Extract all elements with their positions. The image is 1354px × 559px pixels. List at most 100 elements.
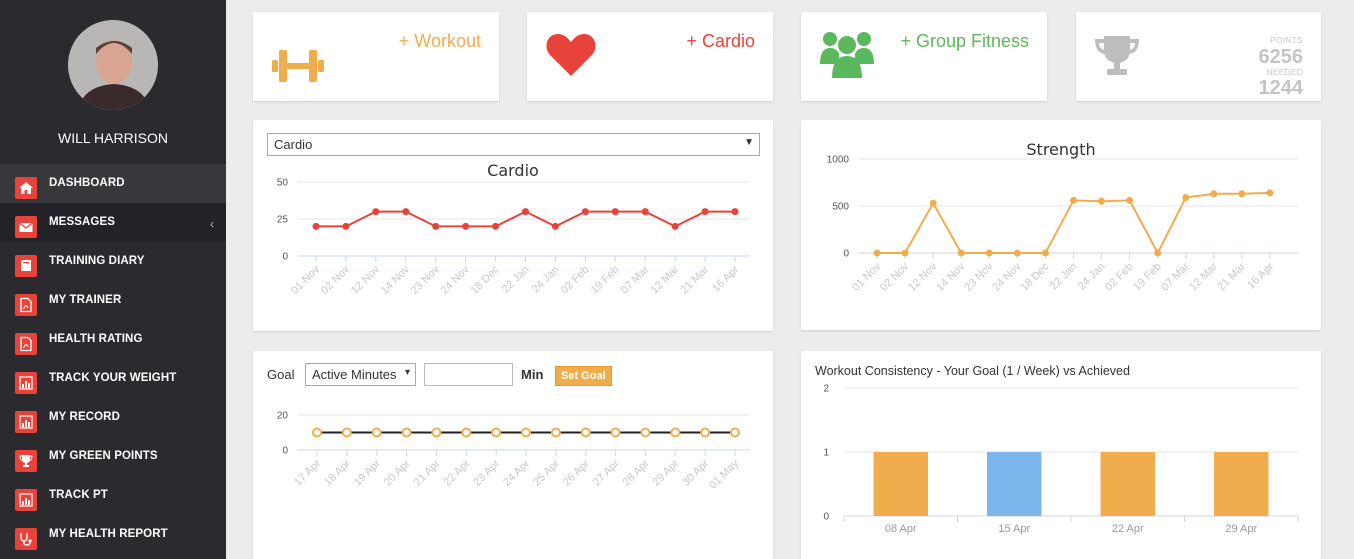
goal-value-input[interactable] [424,363,513,386]
goal-unit-label: Min [521,367,544,382]
chevron-down-icon: ▾ [404,367,410,378]
cardio-chart-card: Cardio ▼ Cardio 0 25 50 01 Nov 02 Nov 12 Nov 14… [253,120,773,331]
group-fitness-tile[interactable]: + Group Fitness [801,12,1047,101]
x-tick-label: 24 Jan [530,264,562,296]
data-point [670,427,681,438]
data-point [700,427,711,438]
sidebar-item-dashboard[interactable]: DASHBOARD [0,164,226,203]
goal-chart-card: Goal Active Minutes ▾ Min Set Goal 0 20 17… [253,351,773,559]
needed-value: 1244 [1258,77,1304,99]
cardio-tile[interactable]: + Cardio [527,12,773,101]
sidebar-item-training-diary[interactable]: TRAINING DIARY [0,242,226,281]
x-tick-label: 28 Apr [621,457,652,488]
sidebar-item-track-pt[interactable]: TRACK PT [0,476,226,515]
sidebar-item-my-trainer[interactable]: MY TRAINER [0,281,226,320]
sidebar-item-my-green-points[interactable]: MY GREEN POINTS [0,437,226,476]
x-tick-label: 22 Jan [1048,261,1080,293]
sidebar-item-label: MY TRAINER [49,294,122,306]
sidebar-item-messages[interactable]: MESSAGES ‹ [0,203,226,242]
user-name: WILL HARRISON [58,130,168,146]
data-point [1154,249,1162,257]
pdf-icon [15,294,37,316]
chevron-down-icon: ▼ [744,137,754,148]
goal-type-select-value: Active Minutes [312,367,397,382]
x-tick-label: 18 Dec [1018,260,1051,293]
x-tick-label: 01 May [707,457,741,491]
data-point [1126,196,1134,204]
data-point [929,199,937,207]
x-tick-label: 01 Nov [289,263,322,296]
avatar[interactable] [68,20,158,110]
y-tick-label: 0 [843,249,849,260]
chart-title: Strength [1026,140,1095,159]
chevron-left-icon[interactable]: ‹ [210,217,214,231]
data-point [641,208,649,216]
x-tick-label: 18 Apr [322,457,353,488]
data-point [701,208,709,216]
x-tick-label: 25 Apr [531,457,562,488]
sidebar-item-my-record[interactable]: MY RECORD [0,398,226,437]
sidebar-item-label: TRACK PT [49,489,108,501]
data-point [730,427,740,438]
heart-icon [546,34,596,76]
data-point [731,208,739,216]
x-tick-label: 12 Mar [1187,260,1220,293]
activity-select-value: Cardio [274,137,313,152]
goal-type-select[interactable]: Active Minutes ▾ [305,363,416,386]
sidebar-item-label: MY RECORD [49,411,120,423]
bar-chart-icon [15,489,37,511]
x-tick-label: 19 Apr [352,457,383,488]
sidebar-item-health-rating[interactable]: HEALTH RATING [0,320,226,359]
x-tick-label: 24 Jan [1076,261,1108,293]
data-point [1013,249,1021,257]
x-tick-label: 08 Apr [885,523,917,535]
x-tick-label: 01 Nov [850,260,883,293]
stethoscope-icon [15,528,37,550]
chart-title: Workout Consistency - Your Goal (1 / Wee… [815,364,1130,378]
bar-chart-icon [15,411,37,433]
points-label: POINTS [1270,36,1303,45]
data-point [1238,190,1246,198]
x-tick-label: 16 Apr [710,263,741,294]
data-point [580,427,591,438]
y-tick-label: 1 [823,448,829,459]
needed-label: NEEDED [1266,68,1303,77]
workout-tile[interactable]: + Workout [253,12,499,101]
y-tick-label: 0 [282,252,288,263]
data-point [901,249,909,257]
x-tick-label: 24 Nov [439,263,472,296]
data-point [985,249,993,257]
data-point [610,427,621,438]
bar [987,452,1042,516]
data-point [581,208,589,216]
points-tile: POINTS 6256 NEEDED 1244 [1076,12,1321,101]
consistency-bar-chart: Workout Consistency - Your Goal (1 / Wee… [815,364,1299,535]
x-tick-label: 02 Nov [319,263,352,296]
x-tick-label: 22 Apr [441,457,472,488]
x-tick-label: 21 Mar [1215,260,1248,293]
group-icon [820,32,874,78]
sidebar-nav: DASHBOARD MESSAGES ‹ TRAINING DIARY MY TRAIN… [0,164,226,554]
x-tick-label: 14 Nov [934,260,967,293]
activity-select[interactable]: Cardio ▼ [267,133,760,156]
sidebar-item-my-health-report[interactable]: MY HEALTH REPORT [0,515,226,554]
data-point [550,427,561,438]
dumbbell-icon [272,50,324,82]
data-point [371,427,382,438]
x-tick-label: 23 Apr [471,457,502,488]
data-point [491,427,502,438]
x-tick-label: 21 Mar [678,263,711,296]
x-tick-label: 18 Dec [469,263,502,296]
x-tick-label: 23 Nov [409,263,442,296]
x-tick-label: 21 Apr [412,457,443,488]
sidebar-item-track-your-weight[interactable]: TRACK YOUR WEIGHT [0,359,226,398]
data-point [1041,249,1049,257]
trophy-icon [1095,36,1139,75]
data-point [873,249,881,257]
set-goal-button[interactable]: Set Goal [555,366,612,386]
data-point [372,208,380,216]
chart-title: Cardio [487,161,539,180]
x-tick-label: 15 Apr [998,523,1030,535]
strength-chart-card: Strength 0 500 1000 01 Nov 02 Nov 12 Nov 14 Nov… [801,120,1321,330]
